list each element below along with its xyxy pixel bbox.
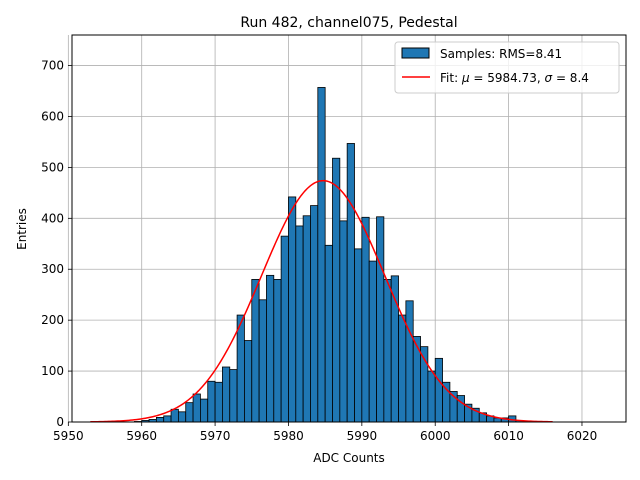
histogram-bar	[258, 299, 267, 423]
legend: Samples: RMS=8.41 Fit: μ = 5984.73, σ = …	[394, 41, 620, 94]
histogram-bar	[200, 398, 209, 423]
y-tick-label: 700	[41, 59, 64, 73]
x-tick-label: 5990	[347, 429, 378, 443]
y-axis-ticks: 0 100 200 300 400 500 600 700	[41, 59, 72, 429]
histogram-bar	[288, 196, 297, 423]
histogram-bar	[155, 417, 165, 423]
legend-box	[394, 41, 620, 94]
histogram-bar	[170, 408, 179, 423]
y-tick-label: 600	[41, 109, 64, 123]
x-tick-label: 5980	[273, 429, 304, 443]
histogram-bar	[383, 279, 392, 423]
histogram-bar	[244, 340, 253, 423]
y-tick-label: 100	[41, 364, 64, 378]
histogram-bar	[368, 260, 377, 423]
y-tick-label: 200	[41, 313, 64, 327]
histogram-bar	[236, 314, 245, 423]
histogram-bar	[251, 279, 260, 423]
histogram-bar	[192, 393, 201, 423]
histogram-bar	[354, 248, 363, 423]
histogram-bar	[302, 215, 311, 423]
histogram-bar	[434, 357, 443, 423]
histogram-bar	[280, 235, 289, 423]
y-tick-label: 500	[41, 160, 64, 174]
chart-title: Run 482, channel075, Pedestal	[240, 15, 457, 31]
legend-label-samples: Samples: RMS=8.41	[440, 47, 562, 61]
x-tick-label: 5960	[126, 429, 157, 443]
histogram-bar	[229, 369, 238, 423]
fit-curve	[90, 179, 553, 423]
histogram-bar	[398, 314, 407, 423]
histogram-bar	[346, 143, 355, 423]
x-tick-label: 5970	[200, 429, 231, 443]
x-axis-ticks: 5950 5960 5970 5980 5990 6000 6010 6020	[53, 422, 597, 443]
legend-label-fit: Fit: μ = 5984.73, σ = 8.4	[440, 71, 589, 85]
histogram-bar	[266, 274, 275, 423]
legend-swatch-samples	[401, 47, 430, 59]
histogram-bar	[163, 415, 172, 423]
histogram-bar	[332, 157, 341, 423]
histogram-bar	[222, 366, 231, 423]
histogram-bar	[273, 279, 282, 423]
y-tick-label: 0	[56, 415, 64, 429]
histogram-bar	[361, 216, 370, 423]
y-axis-label: Entries	[15, 208, 29, 250]
y-tick-label: 400	[41, 211, 64, 225]
histogram-bar	[310, 205, 319, 423]
histogram-bar	[324, 244, 333, 423]
y-tick-label: 300	[41, 262, 64, 276]
histogram-bar	[185, 402, 194, 423]
histogram-bar	[214, 381, 223, 423]
histogram-bar	[376, 216, 385, 423]
histogram-bar	[405, 300, 414, 423]
histogram-bar	[295, 225, 304, 423]
plot-frame	[71, 34, 627, 423]
x-tick-label: 6000	[420, 429, 451, 443]
x-tick-label: 6010	[493, 429, 524, 443]
histogram-bar	[207, 380, 216, 423]
histogram-bar	[177, 411, 187, 423]
x-tick-label: 6020	[567, 429, 598, 443]
histogram-bar	[339, 220, 348, 423]
histogram-bar	[427, 370, 436, 423]
x-tick-label: 5950	[53, 429, 84, 443]
x-axis-label: ADC Counts	[313, 451, 385, 465]
histogram-bars	[133, 87, 524, 423]
histogram-bar	[317, 87, 326, 423]
